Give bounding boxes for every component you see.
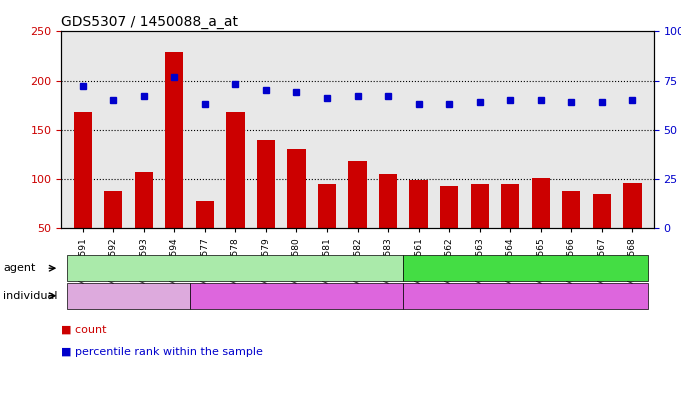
Bar (471, 184, 489, 228)
Text: control: control (506, 263, 545, 273)
Bar (623, 183, 642, 228)
Text: antidepressant resistant: antidepressant resistant (69, 291, 188, 301)
Bar (592, 193, 611, 228)
Bar (379, 174, 397, 228)
Bar (501, 184, 520, 228)
Text: agent: agent (3, 263, 36, 273)
Text: ■ percentile rank within the sample: ■ percentile rank within the sample (61, 347, 263, 357)
Bar (226, 112, 244, 228)
Text: individual: individual (3, 291, 58, 301)
Text: fluoxetine: fluoxetine (208, 263, 263, 273)
Text: ■ count: ■ count (61, 325, 107, 335)
Bar (74, 112, 92, 228)
Bar (195, 201, 214, 228)
Text: control: control (509, 291, 542, 301)
Bar (165, 52, 183, 228)
Bar (409, 180, 428, 228)
Bar (135, 172, 153, 228)
Bar (532, 178, 550, 228)
Text: GDS5307 / 1450088_a_at: GDS5307 / 1450088_a_at (61, 15, 238, 29)
Bar (104, 191, 123, 228)
Text: antidepressant responsive: antidepressant responsive (232, 291, 361, 301)
Bar (257, 140, 275, 228)
Bar (440, 185, 458, 228)
Bar (349, 161, 366, 228)
Bar (562, 191, 580, 228)
Bar (318, 184, 336, 228)
Bar (287, 149, 306, 228)
